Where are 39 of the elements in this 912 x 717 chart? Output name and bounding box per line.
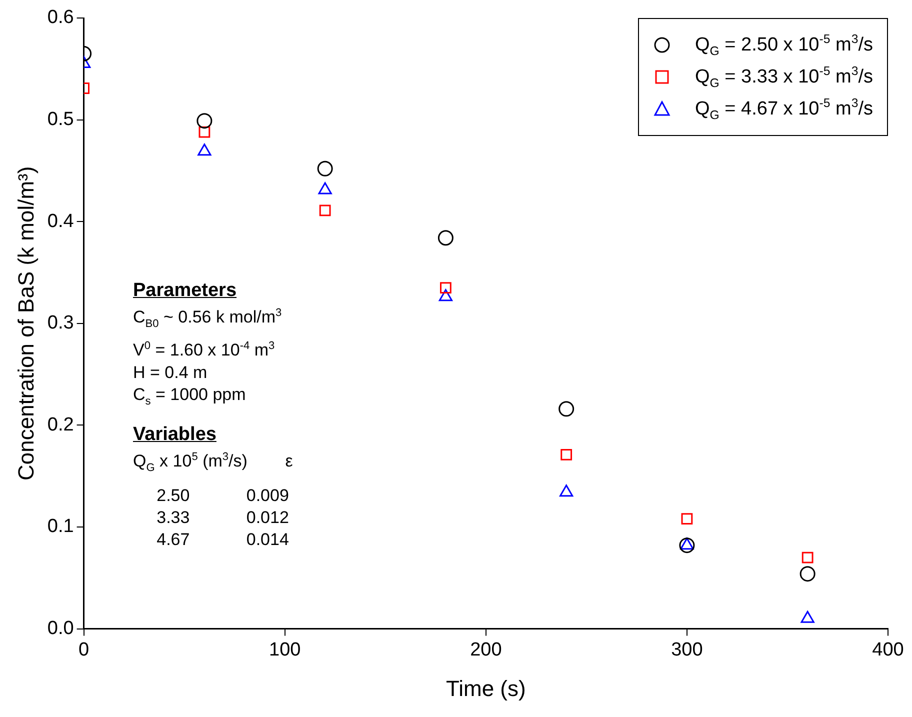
legend-label: Q$_{G}$ = 3.33 x 10$^{-5}$ m$^{3}$/s — [695, 64, 873, 90]
point — [438, 230, 454, 246]
point — [319, 204, 331, 216]
point — [198, 126, 210, 138]
x-axis-title: Time (s) — [446, 676, 526, 701]
point — [802, 552, 814, 564]
point — [681, 513, 693, 525]
annotation: Variables — [133, 424, 218, 446]
annotation: H = 0.4 m — [133, 362, 208, 384]
y-tick-label: 0.1 — [47, 516, 74, 538]
point — [440, 282, 452, 294]
point — [679, 538, 695, 554]
annotation: 3.33 0.012 — [156, 507, 290, 530]
annotation: Q$_{G}$ x 10$^{5}$ (m$^{3}$/s) ε — [133, 450, 293, 476]
legend-label: Q$_{G}$ = 2.50 x 10$^{-5}$ m$^{3}$/s — [695, 32, 873, 58]
annotation: 2.50 0.009 — [156, 485, 290, 508]
y-tick-label: 0.6 — [47, 7, 74, 28]
annotation: 4.67 0.014 — [156, 529, 290, 552]
x-tick-label: 400 — [872, 639, 904, 660]
annotation: C$_{s}$ = 1000 ppm — [133, 384, 247, 410]
x-tick-label: 0 — [78, 639, 90, 660]
y-tick-label: 0.4 — [47, 210, 74, 232]
y-axis-title: Concentration of BaS (k mol/m³) — [13, 166, 38, 481]
point — [558, 401, 574, 417]
x-tick-label: 200 — [470, 639, 502, 660]
point — [196, 113, 212, 129]
y-tick-label: 0.2 — [47, 414, 74, 436]
annotation: V$^{0}$ = 1.60 x 10$^{-4}$ m$^{3}$ — [133, 339, 276, 362]
point — [560, 449, 572, 460]
x-tick-label: 300 — [671, 639, 703, 660]
y-tick-label: 0.3 — [47, 312, 74, 334]
y-tick-label: 0.5 — [47, 109, 74, 130]
point — [317, 160, 333, 176]
annotation: C$_{B0}$ ~ 0.56 k mol/m$^{3}$ — [133, 306, 283, 332]
y-tick-label: 0.0 — [47, 618, 74, 640]
point — [800, 566, 816, 582]
legend-label: Q$_{G}$ = 4.67 x 10$^{-5}$ m$^{3}$/s — [695, 96, 873, 122]
annotation: Parameters — [133, 280, 238, 302]
x-tick-label: 100 — [269, 639, 301, 660]
